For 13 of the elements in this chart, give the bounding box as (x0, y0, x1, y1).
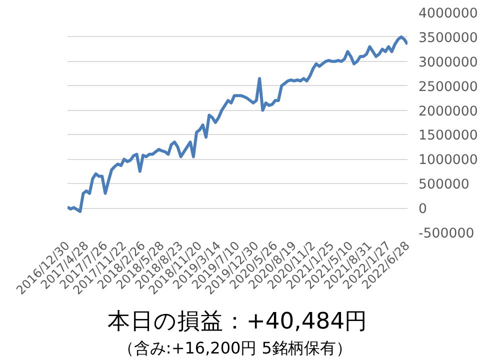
y-tick-label: -500000 (418, 226, 474, 242)
y-tick-label: 2500000 (418, 80, 478, 95)
y-tick-label: 3500000 (418, 30, 478, 46)
y-tick-label: 500000 (418, 178, 470, 193)
y-tick-label: 3000000 (418, 55, 478, 70)
line-series (68, 35, 408, 213)
y-tick-label: 1500000 (418, 128, 478, 144)
y-tick-label: 4000000 (418, 6, 478, 22)
y-tick-label: 0 (418, 202, 427, 218)
text: （含み:+16,200円 5銘柄保有） (118, 338, 352, 358)
y-tick-label: 2000000 (418, 104, 478, 120)
text: 本日の損益：+40,484円 (107, 308, 368, 334)
y-tick-label: 1000000 (418, 153, 478, 168)
